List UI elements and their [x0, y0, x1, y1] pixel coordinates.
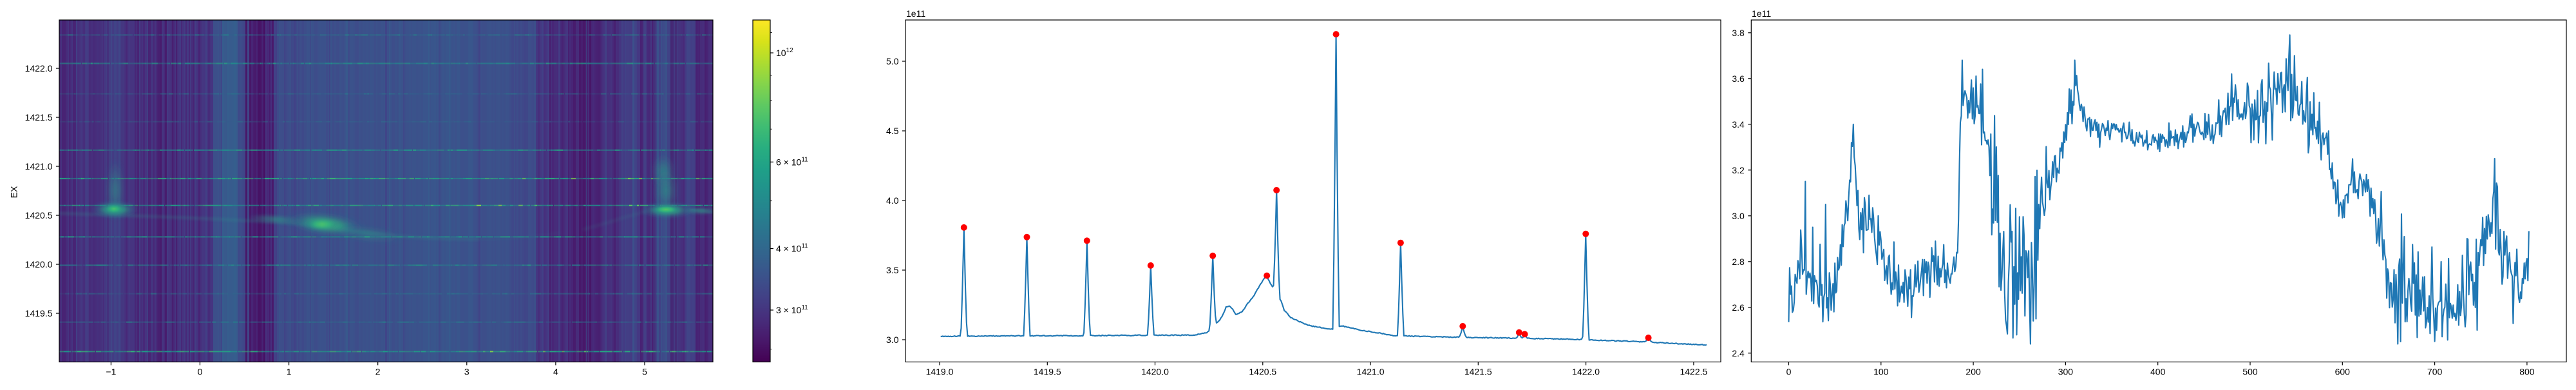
svg-text:3.0: 3.0 [886, 335, 899, 345]
svg-text:1e11: 1e11 [1752, 8, 1771, 19]
svg-text:3.0: 3.0 [1732, 211, 1745, 221]
svg-text:1420.5: 1420.5 [1249, 367, 1276, 377]
svg-text:1419.0: 1419.0 [926, 367, 954, 377]
svg-text:−1: −1 [106, 367, 116, 377]
svg-text:6 × 1011: 6 × 1011 [776, 156, 808, 167]
svg-text:4 × 1011: 4 × 1011 [776, 243, 808, 254]
svg-text:1422.0: 1422.0 [1572, 367, 1600, 377]
svg-text:1: 1 [287, 367, 292, 377]
svg-text:200: 200 [1965, 367, 1981, 377]
svg-text:3.5: 3.5 [886, 265, 899, 275]
svg-text:300: 300 [2058, 367, 2074, 377]
svg-text:0: 0 [198, 367, 203, 377]
svg-text:1422.5: 1422.5 [1680, 367, 1707, 377]
svg-text:3.4: 3.4 [1732, 119, 1745, 130]
svg-text:3.6: 3.6 [1732, 73, 1745, 84]
svg-text:1419.5: 1419.5 [1034, 367, 1061, 377]
svg-text:3.8: 3.8 [1732, 28, 1745, 38]
svg-text:2.4: 2.4 [1732, 348, 1745, 358]
svg-text:1420.0: 1420.0 [1141, 367, 1169, 377]
svg-text:3 × 1011: 3 × 1011 [776, 304, 808, 315]
svg-text:1421.0: 1421.0 [1357, 367, 1385, 377]
svg-text:1421.5: 1421.5 [1464, 367, 1492, 377]
svg-text:1421.0: 1421.0 [25, 161, 53, 171]
svg-text:2.8: 2.8 [1732, 257, 1745, 267]
svg-text:1421.5: 1421.5 [25, 112, 53, 122]
svg-text:500: 500 [2242, 367, 2258, 377]
svg-text:EX: EX [9, 186, 19, 198]
svg-text:1e11: 1e11 [906, 8, 925, 19]
svg-text:4.5: 4.5 [886, 126, 899, 136]
svg-text:1420.0: 1420.0 [25, 259, 53, 269]
svg-text:600: 600 [2335, 367, 2351, 377]
svg-text:1422.0: 1422.0 [25, 63, 53, 73]
svg-text:1420.5: 1420.5 [25, 210, 53, 220]
svg-text:800: 800 [2519, 367, 2535, 377]
svg-text:400: 400 [2150, 367, 2166, 377]
svg-text:0: 0 [1786, 367, 1792, 377]
svg-text:5: 5 [642, 367, 647, 377]
svg-text:5.0: 5.0 [886, 56, 899, 66]
svg-text:2.6: 2.6 [1732, 302, 1745, 313]
svg-text:700: 700 [2427, 367, 2443, 377]
svg-text:3.2: 3.2 [1732, 165, 1745, 175]
svg-text:4.0: 4.0 [886, 195, 899, 206]
svg-text:3: 3 [464, 367, 469, 377]
svg-text:4: 4 [553, 367, 558, 377]
svg-text:2: 2 [375, 367, 381, 377]
svg-text:1419.5: 1419.5 [25, 308, 53, 318]
svg-text:100: 100 [1873, 367, 1889, 377]
